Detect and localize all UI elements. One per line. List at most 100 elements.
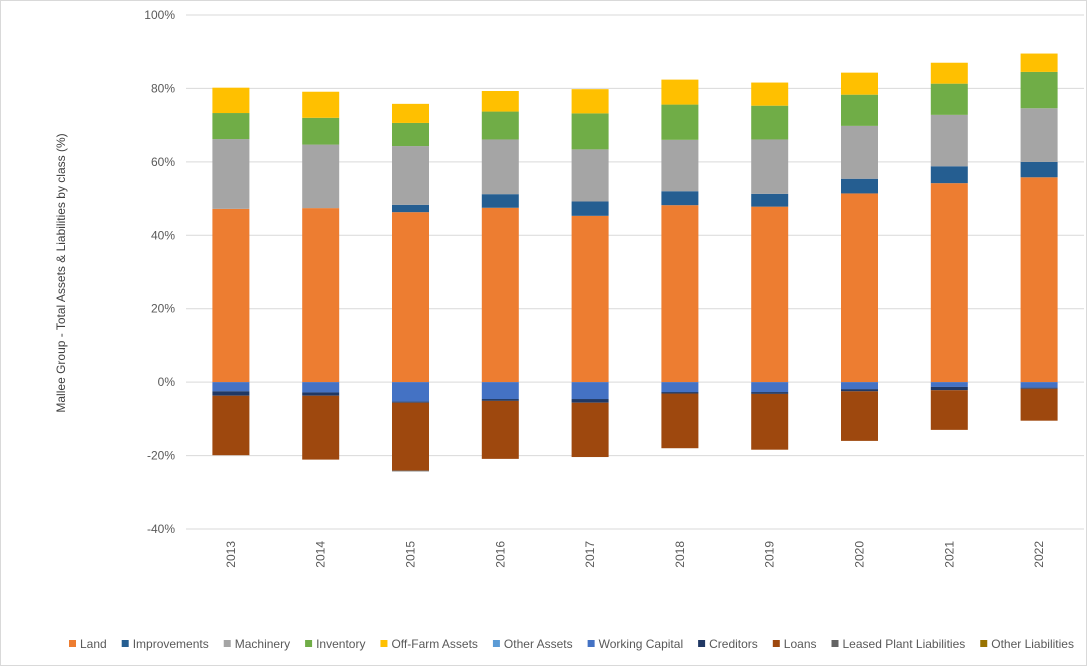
bar-improvements-2019 — [751, 193, 789, 207]
bar-loans-2014 — [302, 395, 340, 460]
legend-item-leased-plant-liabilities: Leased Plant Liabilities — [831, 637, 966, 651]
bar-loans-2017 — [571, 402, 609, 458]
legend-item-off-farm-assets: Off-Farm Assets — [380, 637, 478, 651]
bar-loans-2016 — [481, 400, 519, 459]
legend-label: Leased Plant Liabilities — [843, 637, 966, 651]
legend-swatch — [305, 640, 313, 647]
legend-swatch — [380, 640, 388, 647]
bar-inventory-2016 — [481, 111, 519, 140]
bar-machinery-2018 — [661, 139, 699, 192]
x-tick-label: 2013 — [224, 541, 238, 568]
x-tick-label: 2022 — [1032, 541, 1046, 568]
bar-loans-2021 — [930, 390, 968, 430]
y-tick-label: 100% — [144, 8, 175, 22]
bar-improvements-2022 — [1020, 161, 1058, 178]
bar-working-capital-2015 — [392, 382, 429, 402]
legend-swatch — [121, 640, 129, 647]
bar-land-2016 — [481, 207, 519, 383]
bar-machinery-2013 — [212, 139, 250, 209]
bar-working-capital-2022 — [1020, 382, 1058, 388]
legend-label: Other Assets — [504, 637, 573, 651]
bar-land-2021 — [930, 183, 968, 383]
bar-creditors-2020 — [841, 389, 878, 392]
axes: -40% -20% 0% 20% 40% 60% 80% 100% 2013 2014 2015 20… — [144, 8, 1046, 568]
legend-item-land: Land — [69, 637, 107, 651]
x-tick-label: 2017 — [583, 541, 597, 568]
y-tick-label: -40% — [147, 522, 175, 536]
bar-improvements-2021 — [930, 166, 968, 184]
y-tick-label: -20% — [147, 449, 175, 463]
legend-label: Working Capital — [599, 637, 683, 651]
bars — [212, 53, 1058, 472]
bar-off-farm-assets-2019 — [751, 82, 789, 106]
bar-off-farm-assets-2021 — [930, 62, 968, 84]
bar-machinery-2015 — [392, 146, 429, 205]
bar-land-2014 — [302, 208, 340, 383]
bar-improvements-2017 — [571, 201, 609, 216]
bar-loans-2022 — [1020, 388, 1058, 421]
legend-swatch — [587, 640, 595, 647]
bar-inventory-2021 — [930, 83, 968, 115]
legend-label: Off-Farm Assets — [391, 637, 477, 651]
legend-swatch — [223, 640, 231, 647]
bar-land-2022 — [1020, 177, 1058, 383]
bar-working-capital-2016 — [481, 382, 519, 400]
y-tick-label: 0% — [158, 375, 176, 389]
bar-land-2013 — [212, 208, 250, 383]
bar-inventory-2022 — [1020, 71, 1058, 109]
bar-land-2020 — [841, 193, 878, 383]
legend-swatch — [492, 640, 500, 647]
bar-inventory-2013 — [212, 113, 250, 140]
bar-inventory-2018 — [661, 104, 699, 140]
bar-machinery-2017 — [571, 149, 609, 202]
bar-off-farm-assets-2016 — [481, 90, 519, 112]
bar-working-capital-2018 — [661, 382, 699, 393]
y-tick-label: 20% — [151, 302, 175, 316]
legend-swatch — [772, 640, 780, 647]
bar-off-farm-assets-2017 — [571, 89, 609, 114]
bar-working-capital-2013 — [212, 382, 250, 392]
bar-machinery-2019 — [751, 139, 789, 194]
legend-label: Improvements — [133, 637, 209, 651]
bar-loans-2019 — [751, 393, 789, 450]
bar-land-2019 — [751, 206, 789, 383]
legend-label: Other Liabilities — [991, 637, 1074, 651]
legend-item-improvements: Improvements — [121, 637, 209, 651]
bar-creditors-2019 — [751, 392, 789, 394]
legend: Land Improvements Machinery Inventory Off-Fa… — [69, 637, 1074, 651]
legend-label: Loans — [784, 637, 817, 651]
bar-improvements-2018 — [661, 191, 699, 206]
bar-creditors-2021 — [930, 386, 968, 391]
x-tick-label: 2021 — [942, 541, 956, 568]
legend-label: Land — [80, 637, 107, 651]
bar-land-2018 — [661, 205, 699, 383]
legend-label: Creditors — [709, 637, 758, 651]
bar-off-farm-assets-2018 — [661, 79, 699, 105]
bar-machinery-2016 — [481, 139, 519, 195]
bar-inventory-2015 — [392, 122, 429, 147]
bar-off-farm-assets-2013 — [212, 87, 250, 114]
bar-working-capital-2020 — [841, 382, 878, 390]
bar-machinery-2020 — [841, 125, 878, 179]
legend-item-other-liabilities: Other Liabilities — [980, 637, 1074, 651]
bar-land-2017 — [571, 215, 609, 383]
bar-inventory-2020 — [841, 94, 878, 126]
bar-creditors-2018 — [661, 392, 699, 394]
bar-working-capital-2019 — [751, 382, 789, 393]
legend-swatch — [831, 640, 839, 647]
legend-label: Machinery — [235, 637, 290, 651]
bar-loans-2020 — [841, 391, 878, 441]
legend-item-other-assets: Other Assets — [492, 637, 573, 651]
bar-creditors-2015 — [392, 401, 429, 403]
bar-creditors-2016 — [481, 399, 519, 401]
bar-creditors-2014 — [302, 392, 340, 396]
bar-improvements-2015 — [392, 204, 429, 213]
x-tick-label: 2018 — [673, 541, 687, 568]
bar-loans-2015 — [392, 402, 429, 471]
legend-label: Inventory — [316, 637, 365, 651]
x-tick-label: 2014 — [314, 541, 328, 568]
bar-off-farm-assets-2020 — [841, 72, 878, 95]
bar-creditors-2013 — [212, 391, 250, 396]
bar-inventory-2019 — [751, 105, 789, 140]
bar-inventory-2017 — [571, 113, 609, 150]
